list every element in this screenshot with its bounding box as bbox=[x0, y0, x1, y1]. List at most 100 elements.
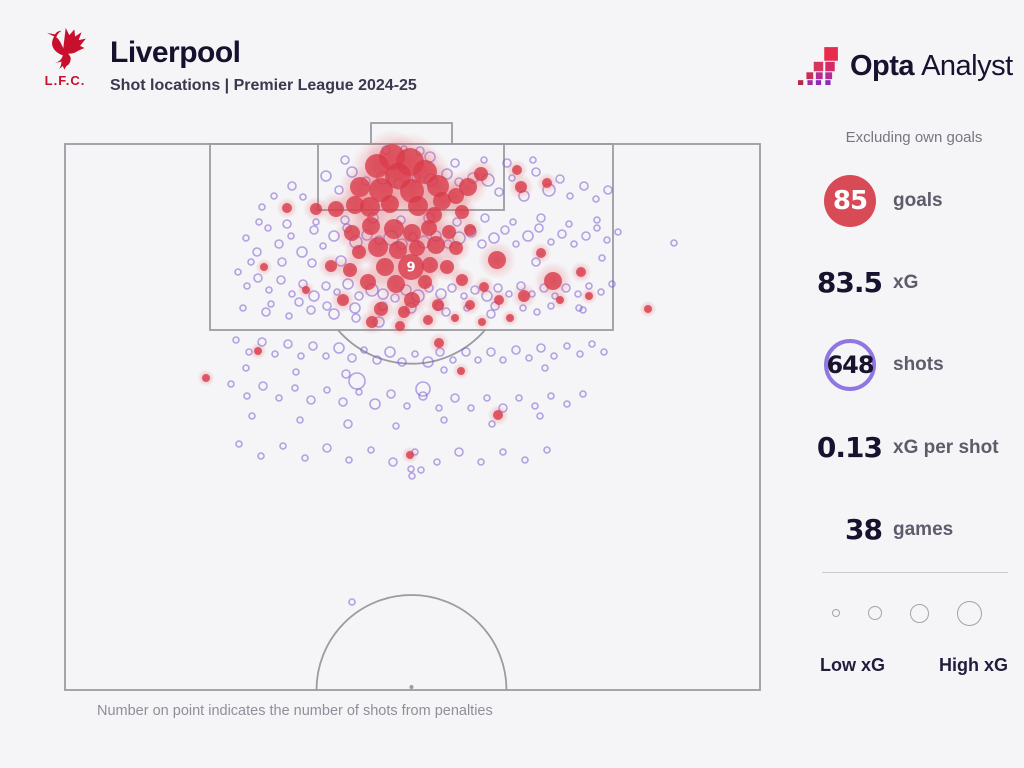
goal-mark bbox=[423, 315, 433, 325]
goals-value: 85 bbox=[832, 186, 868, 216]
goal-mark bbox=[512, 165, 522, 175]
shot-mark bbox=[600, 348, 608, 356]
shot-mark bbox=[333, 342, 345, 354]
shot-mark bbox=[279, 442, 287, 450]
legend-divider bbox=[822, 572, 1008, 573]
shot-mark bbox=[282, 219, 292, 229]
shot-mark bbox=[411, 350, 419, 358]
goal-mark bbox=[360, 274, 376, 290]
shot-mark bbox=[276, 275, 286, 285]
shot-mark bbox=[494, 187, 504, 197]
shot-mark bbox=[247, 258, 255, 266]
legend-dot bbox=[957, 600, 982, 626]
shot-mark bbox=[593, 224, 601, 232]
shot-mark bbox=[270, 192, 278, 200]
shot-mark bbox=[234, 268, 242, 276]
goal-mark bbox=[478, 318, 486, 326]
penalty-point bbox=[398, 254, 424, 280]
shot-mark bbox=[566, 192, 574, 200]
shot-mark bbox=[574, 290, 582, 298]
club-crest: L.F.C. bbox=[36, 24, 94, 88]
shot-mark bbox=[597, 288, 605, 296]
shot-mark bbox=[592, 195, 600, 203]
stat-xg-per-shot: 0.13 xG per shot bbox=[817, 431, 999, 464]
goal-mark bbox=[474, 167, 488, 181]
shot-mark bbox=[275, 394, 283, 402]
shot-mark bbox=[243, 392, 251, 400]
legend-dot bbox=[910, 603, 929, 623]
shot-mark bbox=[403, 402, 411, 410]
shot-mark bbox=[347, 353, 357, 363]
stat-shots: 648 shots bbox=[818, 339, 944, 391]
goal-mark bbox=[440, 260, 454, 274]
shot-mark bbox=[593, 216, 601, 224]
shot-mark bbox=[461, 347, 471, 357]
shot-mark bbox=[557, 229, 567, 239]
goal-mark bbox=[506, 314, 514, 322]
shot-mark bbox=[308, 341, 318, 351]
shot-mark bbox=[670, 239, 678, 247]
shot-mark bbox=[483, 394, 491, 402]
goal-mark bbox=[398, 306, 410, 318]
shot-mark bbox=[277, 257, 287, 267]
shot-mark bbox=[525, 354, 533, 362]
goal-mark bbox=[644, 305, 652, 313]
shot-mark bbox=[477, 458, 485, 466]
shot-mark bbox=[598, 254, 606, 262]
shot-mark bbox=[265, 286, 273, 294]
shot-mark bbox=[287, 181, 297, 191]
club-abbr: L.F.C. bbox=[44, 73, 86, 88]
liver-bird-icon bbox=[47, 27, 86, 70]
shot-mark bbox=[515, 394, 523, 402]
shot-mark bbox=[536, 213, 546, 223]
goal-mark bbox=[515, 181, 527, 193]
shot-mark bbox=[449, 356, 457, 364]
shot-mark bbox=[296, 416, 304, 424]
shot-mark bbox=[576, 350, 584, 358]
goal-mark bbox=[493, 410, 503, 420]
shot-mark bbox=[367, 446, 375, 454]
shot-mark bbox=[292, 368, 300, 376]
shot-mark bbox=[322, 352, 330, 360]
penalty-caption: Number on point indicates the number of … bbox=[97, 703, 493, 719]
shot-mark bbox=[499, 356, 507, 364]
xg-value: 83.5 bbox=[816, 266, 883, 299]
shot-mark bbox=[579, 306, 587, 314]
shot-mark bbox=[274, 239, 284, 249]
xg-label: xG bbox=[893, 271, 919, 293]
shot-mark bbox=[588, 340, 596, 348]
shot-mark bbox=[232, 336, 240, 344]
goal-mark bbox=[260, 263, 268, 271]
goals-label: goals bbox=[893, 190, 943, 211]
shot-mark bbox=[608, 280, 616, 288]
shot-mark bbox=[243, 282, 251, 290]
shot-mark bbox=[309, 225, 319, 235]
goal-mark bbox=[536, 248, 546, 258]
shot-mark bbox=[291, 384, 299, 392]
goal-mark bbox=[254, 347, 262, 355]
shot-mark bbox=[500, 225, 510, 235]
shot-mark bbox=[579, 181, 589, 191]
shot-mark bbox=[417, 466, 425, 474]
goal-mark bbox=[352, 245, 366, 259]
shot-mark bbox=[521, 456, 529, 464]
shot-mark bbox=[547, 392, 555, 400]
centre-circle-arc bbox=[315, 594, 508, 691]
shot-mark bbox=[257, 452, 265, 460]
shot-mark bbox=[581, 231, 591, 241]
shot-mark bbox=[369, 398, 381, 410]
goal-mark bbox=[542, 178, 552, 188]
shot-mark bbox=[397, 357, 407, 367]
shot-mark bbox=[355, 388, 363, 396]
shot-mark bbox=[440, 416, 448, 424]
goal-mark bbox=[202, 374, 210, 382]
goal-mark bbox=[282, 203, 292, 213]
shot-mark bbox=[360, 346, 368, 354]
high-xg-label: High xG bbox=[938, 655, 1008, 675]
shot-mark bbox=[348, 598, 356, 606]
shot-points-layer: 9 bbox=[197, 129, 678, 606]
shot-mark bbox=[512, 240, 520, 248]
goal-mark bbox=[518, 290, 530, 302]
shot-mark bbox=[341, 369, 351, 379]
goal-mark bbox=[366, 316, 378, 328]
